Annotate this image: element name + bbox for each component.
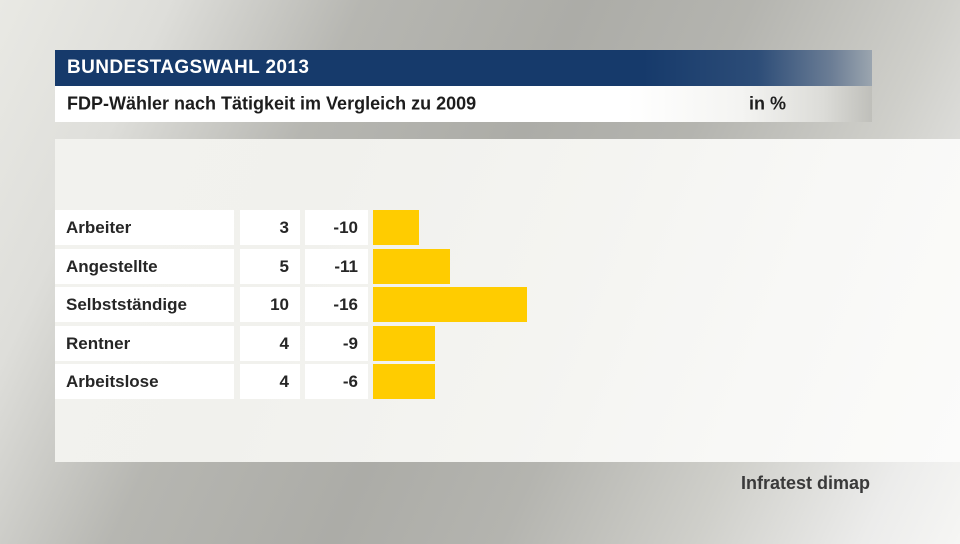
row-category-label: Arbeitslose: [66, 372, 159, 391]
row-change-cell: -6: [305, 364, 368, 399]
chart-rows: Arbeiter 3 -10 Angestellte 5 -11 Selbstständig…: [55, 210, 960, 403]
row-category-label: Selbstständige: [66, 295, 187, 314]
value-bar: [373, 325, 435, 361]
row-value-label: 4: [279, 333, 289, 353]
row-value-cell: 4: [240, 325, 300, 361]
table-row: Rentner 4 -9: [55, 325, 960, 361]
source-attribution: Infratest dimap: [740, 473, 870, 493]
row-category-label: Rentner: [66, 333, 131, 353]
row-change-cell: -16: [305, 287, 368, 322]
bar-track: [373, 364, 960, 399]
row-change-label: -9: [342, 333, 358, 353]
row-category-cell: Arbeitslose: [55, 364, 234, 399]
row-category-cell: Angestellte: [55, 248, 234, 284]
value-bar: [373, 364, 435, 399]
title-block: BUNDESTAGSWAHL 2013 FDP-Wähler nach Täti…: [55, 50, 872, 122]
row-value-label: 5: [279, 256, 289, 276]
value-bar: [373, 287, 527, 322]
row-value-cell: 4: [240, 364, 300, 399]
row-value-cell: 3: [240, 210, 300, 245]
bar-track: [373, 325, 960, 361]
row-change-cell: -9: [305, 325, 368, 361]
page-title: BUNDESTAGSWAHL 2013: [67, 57, 310, 78]
table-row: Selbstständige 10 -16: [55, 287, 960, 322]
unit-label: in %: [748, 93, 786, 114]
bar-track: [373, 210, 960, 245]
row-category-cell: Rentner: [55, 325, 234, 361]
row-value-cell: 5: [240, 248, 300, 284]
row-value-cell: 10: [240, 287, 300, 322]
row-change-label: -16: [333, 295, 358, 314]
table-row: Arbeitslose 4 -6: [55, 364, 960, 399]
bar-track: [373, 287, 960, 322]
bar-track: [373, 248, 960, 284]
row-change-cell: -10: [305, 210, 368, 245]
row-change-label: -6: [342, 372, 358, 391]
row-value-label: 10: [270, 295, 289, 314]
row-change-label: -11: [334, 256, 358, 276]
election-title-bar: BUNDESTAGSWAHL 2013: [55, 50, 872, 86]
chart-panel: Arbeiter 3 -10 Angestellte 5 -11 Selbstständig…: [55, 139, 960, 462]
row-change-label: -10: [333, 218, 358, 237]
row-value-label: 4: [279, 372, 289, 391]
row-category-label: Angestellte: [66, 256, 158, 276]
value-bar: [373, 248, 450, 284]
row-change-cell: -11: [305, 248, 368, 284]
chart-subtitle-bar: FDP-Wähler nach Tätigkeit im Vergleich z…: [55, 86, 872, 122]
row-value-label: 3: [279, 218, 289, 237]
table-row: Arbeiter 3 -10: [55, 210, 960, 245]
chart-subtitle: FDP-Wähler nach Tätigkeit im Vergleich z…: [67, 93, 477, 114]
table-row: Angestellte 5 -11: [55, 248, 960, 284]
row-category-cell: Selbstständige: [55, 287, 234, 322]
row-category-cell: Arbeiter: [55, 210, 234, 245]
row-category-label: Arbeiter: [66, 218, 132, 237]
value-bar: [373, 210, 420, 245]
